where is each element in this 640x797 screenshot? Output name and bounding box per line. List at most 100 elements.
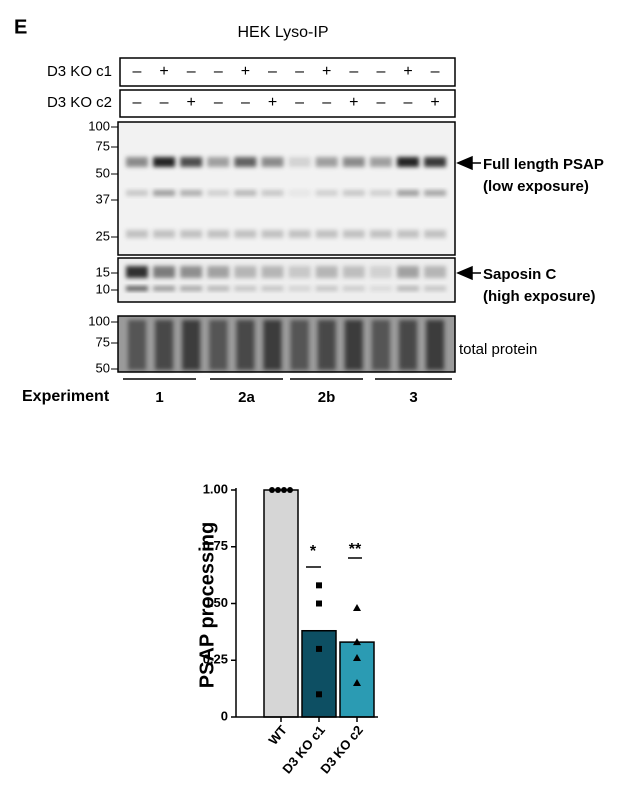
y-axis-title: PSAP processing xyxy=(196,522,218,688)
band xyxy=(126,230,148,238)
bar xyxy=(301,629,337,718)
lane-sign: + xyxy=(241,63,250,80)
band xyxy=(371,320,390,370)
y-tick-label: 0 xyxy=(221,708,228,723)
band xyxy=(424,230,447,238)
band xyxy=(234,157,257,167)
marker-label: 75 xyxy=(96,334,110,349)
bands xyxy=(126,157,447,370)
lane-sign: – xyxy=(160,94,169,111)
blot-sublabel: (high exposure) xyxy=(483,288,596,305)
condition-box xyxy=(119,89,456,118)
condition-label: D3 KO c1 xyxy=(47,63,112,80)
band xyxy=(397,230,419,238)
experiment-label: Experiment xyxy=(22,388,110,405)
lane-sign: + xyxy=(349,94,358,111)
band xyxy=(288,157,311,167)
y-tick-label: 0.25 xyxy=(203,652,228,667)
significance: ** xyxy=(349,541,362,558)
lane-sign: + xyxy=(268,94,277,111)
significance: * xyxy=(310,543,317,560)
x-tick-label: WT xyxy=(265,722,290,747)
band xyxy=(369,230,392,238)
group-label: 1 xyxy=(155,389,163,406)
band xyxy=(263,320,282,370)
band xyxy=(424,190,447,196)
band xyxy=(342,266,365,278)
data-point xyxy=(275,487,281,493)
band xyxy=(207,190,230,196)
band xyxy=(342,190,365,196)
blot-sublabel: (low exposure) xyxy=(483,178,589,195)
band xyxy=(342,230,365,238)
band xyxy=(236,320,255,370)
band xyxy=(261,190,284,196)
band xyxy=(153,190,176,196)
lane-sign: – xyxy=(431,63,440,80)
band xyxy=(207,230,230,238)
data-point xyxy=(269,487,275,493)
band xyxy=(342,157,365,167)
band xyxy=(315,286,338,291)
band xyxy=(397,190,419,196)
band xyxy=(153,266,176,278)
lane-sign: – xyxy=(214,63,223,80)
lane-sign: + xyxy=(403,63,412,80)
band xyxy=(180,266,203,278)
lane-sign: – xyxy=(295,63,304,80)
data-point xyxy=(316,582,322,589)
marker-label: 50 xyxy=(96,360,110,375)
blot-label: total protein xyxy=(459,341,537,358)
condition-box xyxy=(119,57,456,87)
data-point xyxy=(316,691,322,698)
band xyxy=(234,286,257,291)
lane-sign: – xyxy=(322,94,331,111)
band xyxy=(424,266,447,278)
marker-label: 25 xyxy=(96,228,110,243)
lane-sign: – xyxy=(376,63,385,80)
band xyxy=(261,230,284,238)
data-point xyxy=(316,600,322,607)
band xyxy=(209,320,228,370)
band xyxy=(424,286,447,291)
marker-label: 75 xyxy=(96,138,110,153)
lane-sign: – xyxy=(133,63,142,80)
marker-label: 100 xyxy=(88,118,110,133)
band xyxy=(153,286,176,291)
arrow xyxy=(456,265,481,281)
blot xyxy=(117,257,456,303)
band xyxy=(180,286,203,291)
band xyxy=(234,230,257,238)
marker-label: 37 xyxy=(96,191,110,206)
band xyxy=(207,266,230,278)
data-point xyxy=(316,645,322,652)
lane-sign: – xyxy=(268,63,277,80)
group-label: 2a xyxy=(238,389,255,406)
band xyxy=(234,190,257,196)
band xyxy=(153,157,176,167)
band xyxy=(315,190,338,196)
bar xyxy=(263,489,299,718)
band xyxy=(126,157,148,167)
band xyxy=(315,266,338,278)
band xyxy=(342,286,365,291)
band xyxy=(261,266,284,278)
band xyxy=(344,320,363,370)
lane-sign: – xyxy=(349,63,358,80)
band xyxy=(317,320,336,370)
band xyxy=(180,190,203,196)
data-point xyxy=(353,604,361,612)
y-tick-label: 0.50 xyxy=(203,595,228,610)
band xyxy=(182,320,201,370)
band xyxy=(288,266,311,278)
band xyxy=(155,320,174,370)
marker-label: 100 xyxy=(88,313,110,328)
blot-label: Full length PSAP xyxy=(483,156,604,173)
band xyxy=(397,157,419,167)
band xyxy=(290,320,309,370)
blot-title: HEK Lyso-IP xyxy=(238,24,329,41)
band xyxy=(424,157,447,167)
band xyxy=(397,266,419,278)
data-point xyxy=(287,487,293,493)
band xyxy=(126,266,148,278)
